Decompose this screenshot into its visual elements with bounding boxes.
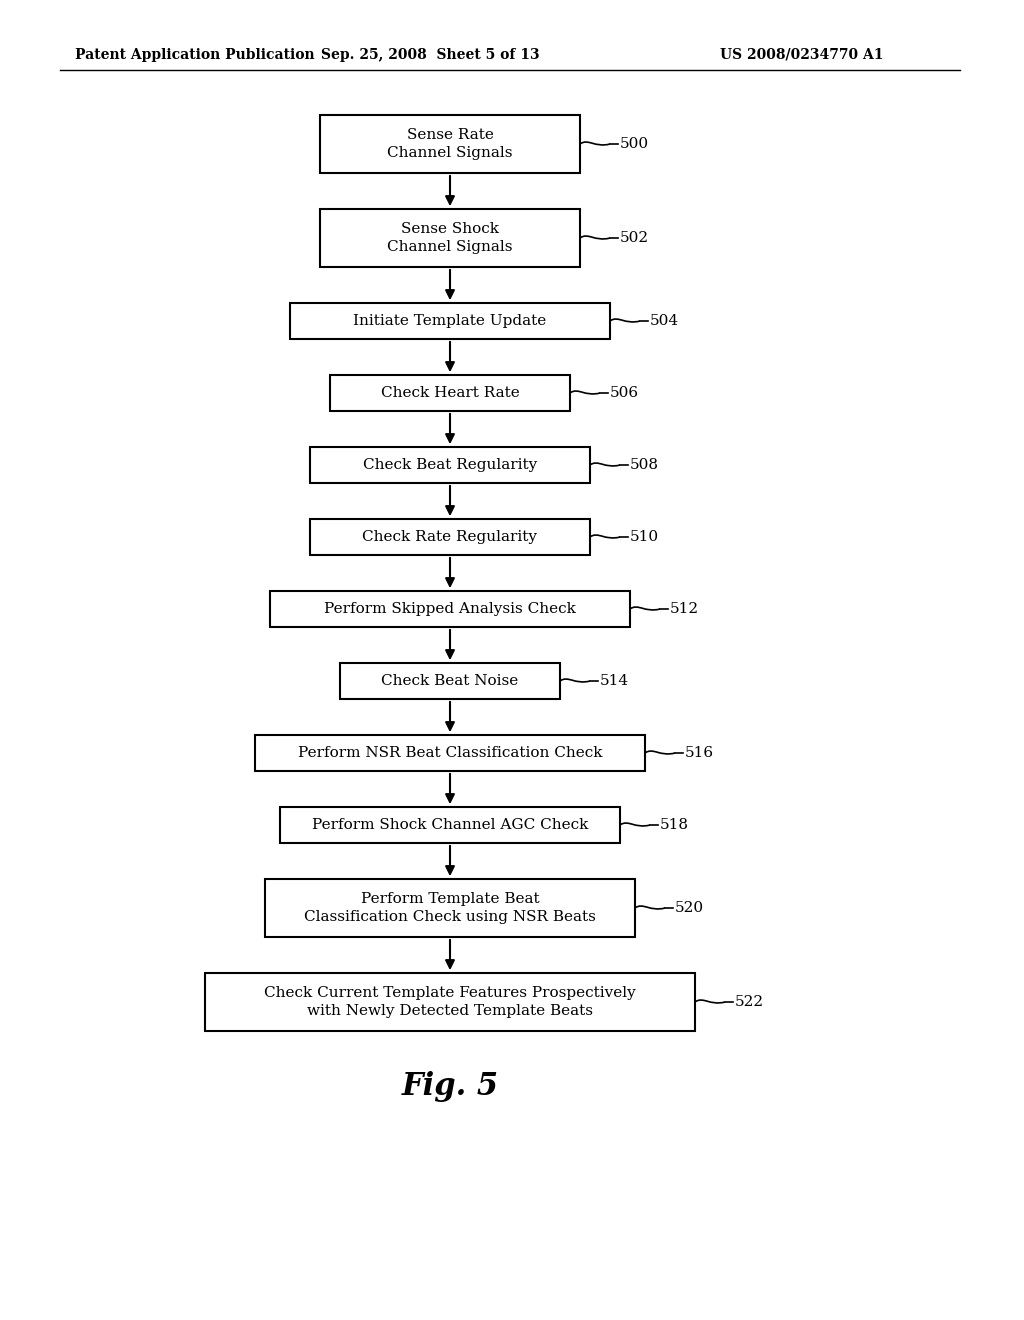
Bar (310, 519, 590, 554)
Text: Perform Template Beat
Classification Check using NSR Beats: Perform Template Beat Classification Che… (304, 892, 596, 924)
Text: 518: 518 (660, 818, 689, 832)
Text: 516: 516 (685, 746, 714, 760)
Text: 520: 520 (675, 902, 705, 915)
Text: 508: 508 (630, 458, 659, 473)
Text: Perform Skipped Analysis Check: Perform Skipped Analysis Check (324, 602, 575, 616)
Text: Sense Rate
Channel Signals: Sense Rate Channel Signals (387, 128, 513, 160)
Bar (340, 663, 560, 700)
Bar (290, 304, 610, 339)
Bar (265, 879, 635, 937)
Text: Perform NSR Beat Classification Check: Perform NSR Beat Classification Check (298, 746, 602, 760)
Text: Initiate Template Update: Initiate Template Update (353, 314, 547, 327)
Bar (310, 447, 590, 483)
Text: Sense Shock
Channel Signals: Sense Shock Channel Signals (387, 222, 513, 253)
Text: 512: 512 (670, 602, 699, 616)
Bar (319, 115, 580, 173)
Bar (270, 591, 630, 627)
Text: 506: 506 (610, 385, 639, 400)
Text: Perform Shock Channel AGC Check: Perform Shock Channel AGC Check (312, 818, 588, 832)
Bar (280, 807, 620, 843)
Text: 504: 504 (650, 314, 679, 327)
Text: 514: 514 (600, 675, 629, 688)
Text: 502: 502 (620, 231, 649, 246)
Text: Check Current Template Features Prospectively
with Newly Detected Template Beats: Check Current Template Features Prospect… (264, 986, 636, 1018)
Text: Fig. 5: Fig. 5 (401, 1071, 499, 1101)
Bar (330, 375, 570, 411)
Text: US 2008/0234770 A1: US 2008/0234770 A1 (720, 48, 884, 62)
Text: Check Heart Rate: Check Heart Rate (381, 385, 519, 400)
Text: 500: 500 (620, 137, 649, 150)
Bar (319, 209, 580, 267)
Text: Patent Application Publication: Patent Application Publication (75, 48, 314, 62)
Text: Check Beat Noise: Check Beat Noise (381, 675, 518, 688)
Text: Check Rate Regularity: Check Rate Regularity (362, 531, 538, 544)
Bar (205, 973, 695, 1031)
Text: 510: 510 (630, 531, 659, 544)
Text: Check Beat Regularity: Check Beat Regularity (362, 458, 538, 473)
Text: Sep. 25, 2008  Sheet 5 of 13: Sep. 25, 2008 Sheet 5 of 13 (321, 48, 540, 62)
Bar (255, 735, 645, 771)
Text: 522: 522 (735, 995, 764, 1008)
